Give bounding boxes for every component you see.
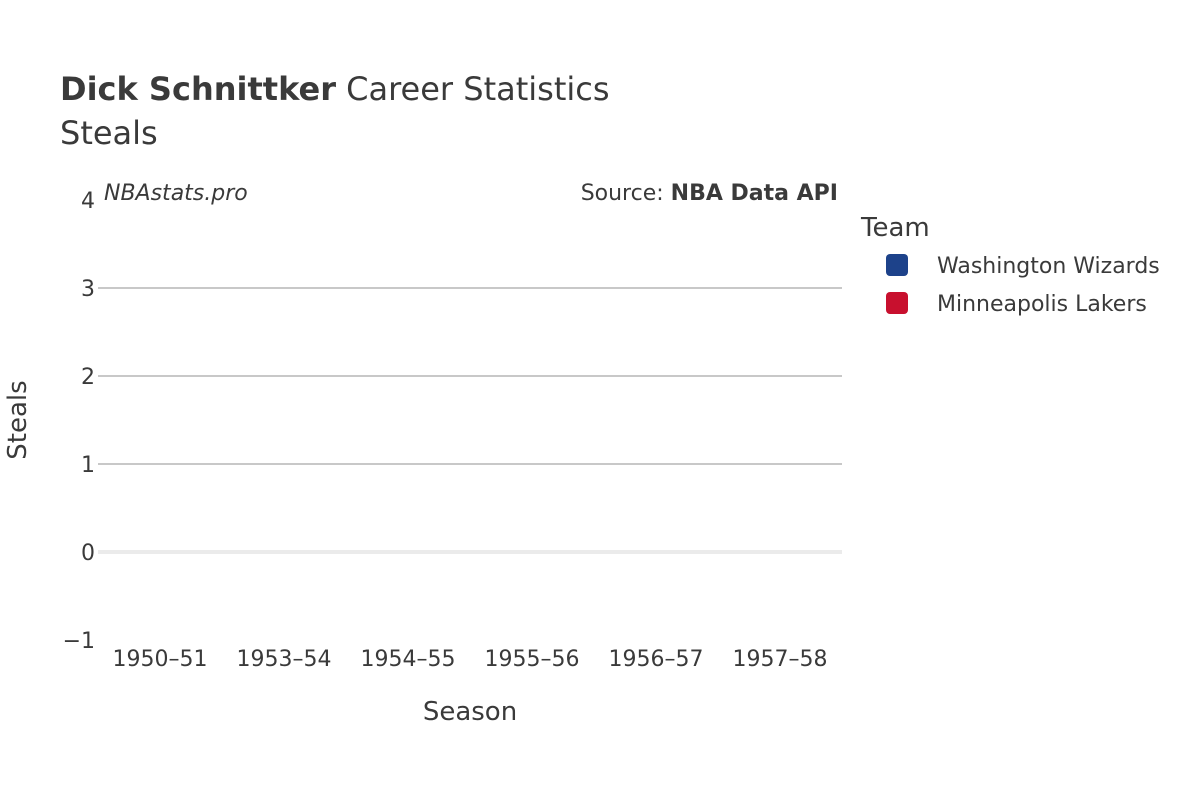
x-tick-label: 1950–51 — [113, 647, 208, 672]
grid-layer — [98, 287, 842, 554]
y-tick-label: 4 — [81, 189, 95, 214]
y-tick-labels: −1 0 1 2 3 4 — [63, 189, 95, 654]
x-axis-label: Season — [423, 697, 517, 727]
y-tick-label: 3 — [81, 277, 95, 302]
watermark: NBAstats.pro — [104, 181, 248, 206]
legend-swatch — [886, 292, 908, 314]
source-prefix: Source: — [581, 181, 671, 206]
source-label: Source: NBA Data API — [581, 181, 838, 206]
legend-label: Washington Wizards — [937, 254, 1160, 279]
chart-title-rest: Career Statistics — [336, 70, 610, 108]
legend-title: Team — [860, 213, 930, 243]
legend: Washington Wizards Minneapolis Lakers — [886, 254, 1160, 317]
chart-title: Dick Schnittker Career Statistics — [60, 70, 610, 108]
y-tick-label: 0 — [81, 541, 95, 566]
y-tick-label: 1 — [81, 453, 95, 478]
x-tick-label: 1955–56 — [485, 647, 580, 672]
x-tick-label: 1957–58 — [733, 647, 828, 672]
y-tick-label: −1 — [63, 629, 95, 654]
x-tick-label: 1956–57 — [609, 647, 704, 672]
chart-subtitle: Steals — [60, 114, 158, 152]
y-axis-label: Steals — [3, 380, 33, 459]
legend-label: Minneapolis Lakers — [937, 292, 1147, 317]
source-name: NBA Data API — [671, 181, 838, 206]
x-tick-label: 1953–54 — [237, 647, 332, 672]
chart-title-bold: Dick Schnittker — [60, 70, 336, 108]
x-tick-label: 1954–55 — [361, 647, 456, 672]
legend-swatch — [886, 254, 908, 276]
y-tick-label: 2 — [81, 365, 95, 390]
x-tick-labels: 1950–51 1953–54 1954–55 1955–56 1956–57 1957–… — [113, 647, 828, 672]
